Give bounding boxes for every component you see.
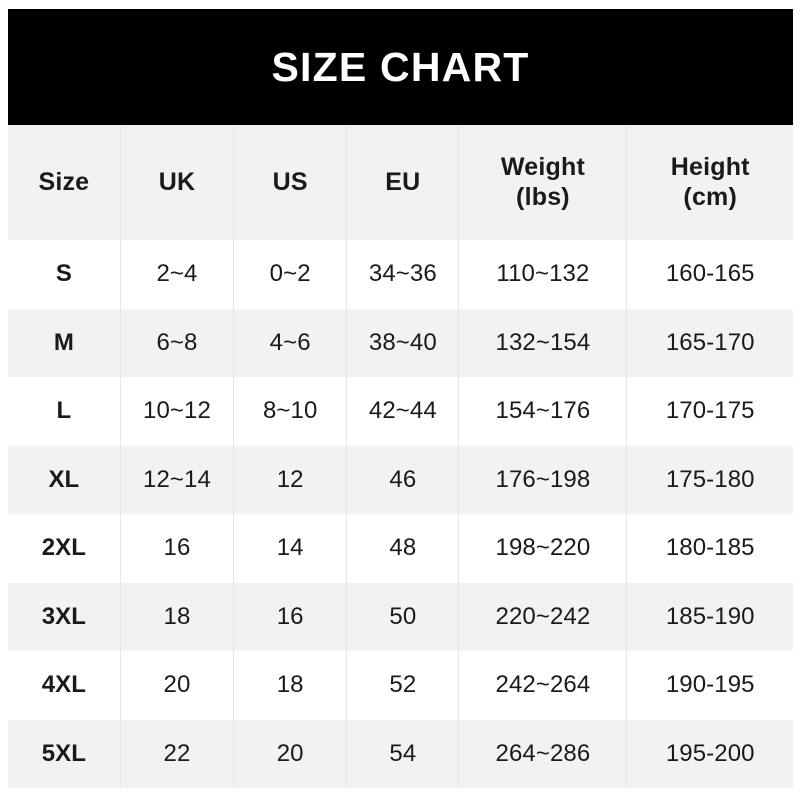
cell-height: 190-195 [665, 671, 755, 699]
table-header: Size UK US EU Weight (lbs) Height (cm) [8, 125, 793, 240]
cell-uk: 16 [120, 514, 235, 583]
cell-uk: 22 [120, 719, 235, 788]
table-row: 4XL 20 18 52 242~264 190-195 [8, 651, 793, 720]
table-row: 5XL 22 20 54 264~286 195-200 [8, 719, 793, 788]
cell-height: 165-170 [665, 328, 755, 356]
cell-weight: 110~132 [458, 240, 628, 309]
cell-uk: 2~4 [120, 240, 235, 309]
cell-eu: 34~36 [346, 240, 460, 309]
table-header-row: Size UK US EU Weight (lbs) Height (cm) [8, 125, 793, 240]
table-row: 2XL 16 14 48 198~220 180-185 [8, 514, 793, 583]
cell-eu: 54 [346, 719, 460, 788]
size-chart-table: Size UK US EU Weight (lbs) Height (cm) [8, 125, 793, 788]
cell-height: 195-200 [665, 739, 755, 767]
cell-size: L [8, 377, 121, 446]
cell-eu: 52 [346, 651, 460, 720]
cell-size: M [8, 308, 121, 377]
column-header-size-label: Size [38, 167, 90, 196]
cell-height: 160-165 [665, 260, 755, 288]
cell-weight: 154~176 [458, 377, 628, 446]
cell-weight: 132~154 [458, 308, 628, 377]
cell-size: 2XL [8, 514, 121, 583]
cell-size: S [8, 240, 121, 309]
cell-size: 5XL [8, 719, 121, 788]
table-row: 3XL 18 16 50 220~242 185-190 [8, 582, 793, 651]
cell-eu: 50 [346, 582, 460, 651]
cell-uk: 6~8 [120, 308, 235, 377]
cell-weight: 264~286 [458, 719, 628, 788]
cell-weight: 176~198 [458, 445, 628, 514]
column-header-height: Height (cm) [627, 125, 793, 240]
cell-us: 18 [233, 651, 348, 720]
column-header-eu-label: EU [385, 167, 421, 196]
column-header-weight-label: Weight [500, 153, 585, 181]
cell-uk: 18 [120, 582, 235, 651]
table-row: L 10~12 8~10 42~44 154~176 170-175 [8, 377, 793, 446]
cell-us: 8~10 [233, 377, 348, 446]
cell-weight: 242~264 [458, 651, 628, 720]
cell-uk: 10~12 [120, 377, 235, 446]
page-title: SIZE CHART [271, 43, 530, 90]
table-row: S 2~4 0~2 34~36 110~132 160-165 [8, 240, 793, 309]
column-header-uk: UK [120, 125, 235, 240]
cell-uk: 12~14 [120, 445, 235, 514]
cell-us: 20 [233, 719, 348, 788]
cell-size: 4XL [8, 651, 121, 720]
size-chart-banner: SIZE CHART [8, 9, 793, 125]
cell-us: 12 [233, 445, 348, 514]
column-header-height-label: Height [670, 153, 750, 181]
column-header-us: US [233, 125, 348, 240]
cell-size: XL [8, 445, 121, 514]
column-header-us-label: US [272, 167, 308, 196]
cell-us: 0~2 [233, 240, 348, 309]
column-header-size: Size [8, 125, 121, 240]
cell-eu: 38~40 [346, 308, 460, 377]
cell-us: 16 [233, 582, 348, 651]
cell-eu: 46 [346, 445, 460, 514]
cell-size: 3XL [8, 582, 121, 651]
column-header-weight-unit: (lbs) [516, 182, 570, 211]
cell-eu: 48 [346, 514, 460, 583]
cell-us: 4~6 [233, 308, 348, 377]
cell-height: 185-190 [665, 602, 755, 630]
cell-height: 180-185 [665, 534, 755, 562]
column-header-weight: Weight (lbs) [458, 125, 628, 240]
column-header-eu: EU [346, 125, 460, 240]
cell-weight: 198~220 [458, 514, 628, 583]
table-row: XL 12~14 12 46 176~198 175-180 [8, 445, 793, 514]
cell-uk: 20 [120, 651, 235, 720]
cell-weight: 220~242 [458, 582, 628, 651]
column-header-height-unit: (cm) [683, 182, 738, 211]
cell-us: 14 [233, 514, 348, 583]
cell-height: 175-180 [665, 465, 755, 493]
cell-height: 170-175 [665, 397, 755, 425]
table-row: M 6~8 4~6 38~40 132~154 165-170 [8, 308, 793, 377]
cell-eu: 42~44 [346, 377, 460, 446]
column-header-uk-label: UK [158, 167, 196, 196]
table-body: S 2~4 0~2 34~36 110~132 160-165 M 6~8 4~… [8, 240, 793, 788]
